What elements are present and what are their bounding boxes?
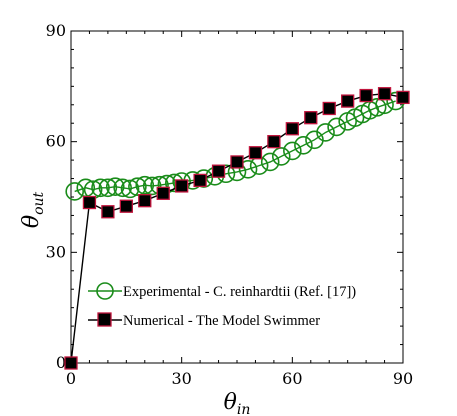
data-point-experimental xyxy=(327,117,346,137)
data-point-experimental xyxy=(105,177,125,196)
data-point-numerical xyxy=(359,88,373,103)
data-point-experimental xyxy=(367,98,387,117)
data-point-experimental xyxy=(238,160,258,179)
data-point-experimental xyxy=(260,152,280,172)
data-point-experimental xyxy=(113,178,132,198)
legend-label-experimental: Experimental - C. reinhardtii (Ref. [17]… xyxy=(123,284,356,300)
data-point-numerical xyxy=(119,199,133,213)
y-axis-label-base: θ xyxy=(19,215,44,228)
data-point-experimental xyxy=(120,179,140,199)
x-tick-label: 0 xyxy=(66,369,76,388)
data-point-experimental xyxy=(128,177,147,196)
data-point-experimental xyxy=(294,136,313,155)
data-point-numerical xyxy=(175,179,189,193)
data-point-numerical xyxy=(267,135,281,149)
legend-marker-experimental xyxy=(96,282,114,300)
legend-marker-numerical xyxy=(97,312,112,327)
data-point-numerical xyxy=(341,94,355,108)
data-point-numerical xyxy=(156,186,170,200)
data-point-numerical xyxy=(322,101,336,116)
x-tick-labels: 0 30 60 90 xyxy=(66,369,413,388)
data-series xyxy=(64,87,410,370)
data-point-experimental xyxy=(271,147,291,166)
y-axis-label-sub: out xyxy=(31,191,47,214)
data-point-numerical xyxy=(377,87,392,101)
x-axis-label-base: θ xyxy=(224,390,237,415)
data-point-numerical xyxy=(64,356,78,370)
data-point-numerical xyxy=(193,173,207,188)
data-point-experimental xyxy=(316,123,335,142)
data-point-experimental xyxy=(142,176,162,196)
series-experimental xyxy=(65,91,405,201)
series-numerical xyxy=(64,87,410,370)
data-point-numerical xyxy=(230,155,244,169)
data-point-numerical xyxy=(304,111,318,125)
legend-label-numerical: Numerical - The Model Swimmer xyxy=(123,313,320,329)
x-tick-label: 60 xyxy=(282,369,302,388)
y-tick-label: 30 xyxy=(46,242,66,261)
data-point-numerical xyxy=(211,164,226,178)
x-axis-label: θin xyxy=(224,390,251,416)
legend-item-experimental: Experimental - C. reinhardtii (Ref. [17]… xyxy=(88,282,356,300)
data-point-experimental xyxy=(283,141,302,161)
data-point-experimental xyxy=(91,178,110,198)
data-point-experimental xyxy=(135,175,155,195)
y-tick-label: 60 xyxy=(46,132,66,151)
data-point-numerical xyxy=(101,205,115,219)
x-tick-label: 30 xyxy=(171,369,191,388)
data-point-numerical xyxy=(138,194,152,208)
y-axis-label: θout xyxy=(19,191,47,228)
axis-ticks xyxy=(70,30,404,364)
data-point-numerical xyxy=(82,195,97,210)
y-tick-label: 90 xyxy=(46,21,66,40)
data-point-numerical xyxy=(248,146,263,160)
legend: Experimental - C. reinhardtii (Ref. [17]… xyxy=(88,282,356,329)
y-tick-label: 0 xyxy=(56,353,66,372)
y-tick-labels: 0 30 60 90 xyxy=(46,21,66,372)
x-tick-label: 90 xyxy=(393,369,413,388)
data-point-experimental xyxy=(98,178,118,198)
data-point-numerical xyxy=(285,122,299,136)
data-point-experimental xyxy=(65,182,84,201)
x-axis-label-sub: in xyxy=(237,402,251,416)
data-point-numerical xyxy=(396,90,410,105)
legend-item-numerical: Numerical - The Model Swimmer xyxy=(88,312,320,329)
